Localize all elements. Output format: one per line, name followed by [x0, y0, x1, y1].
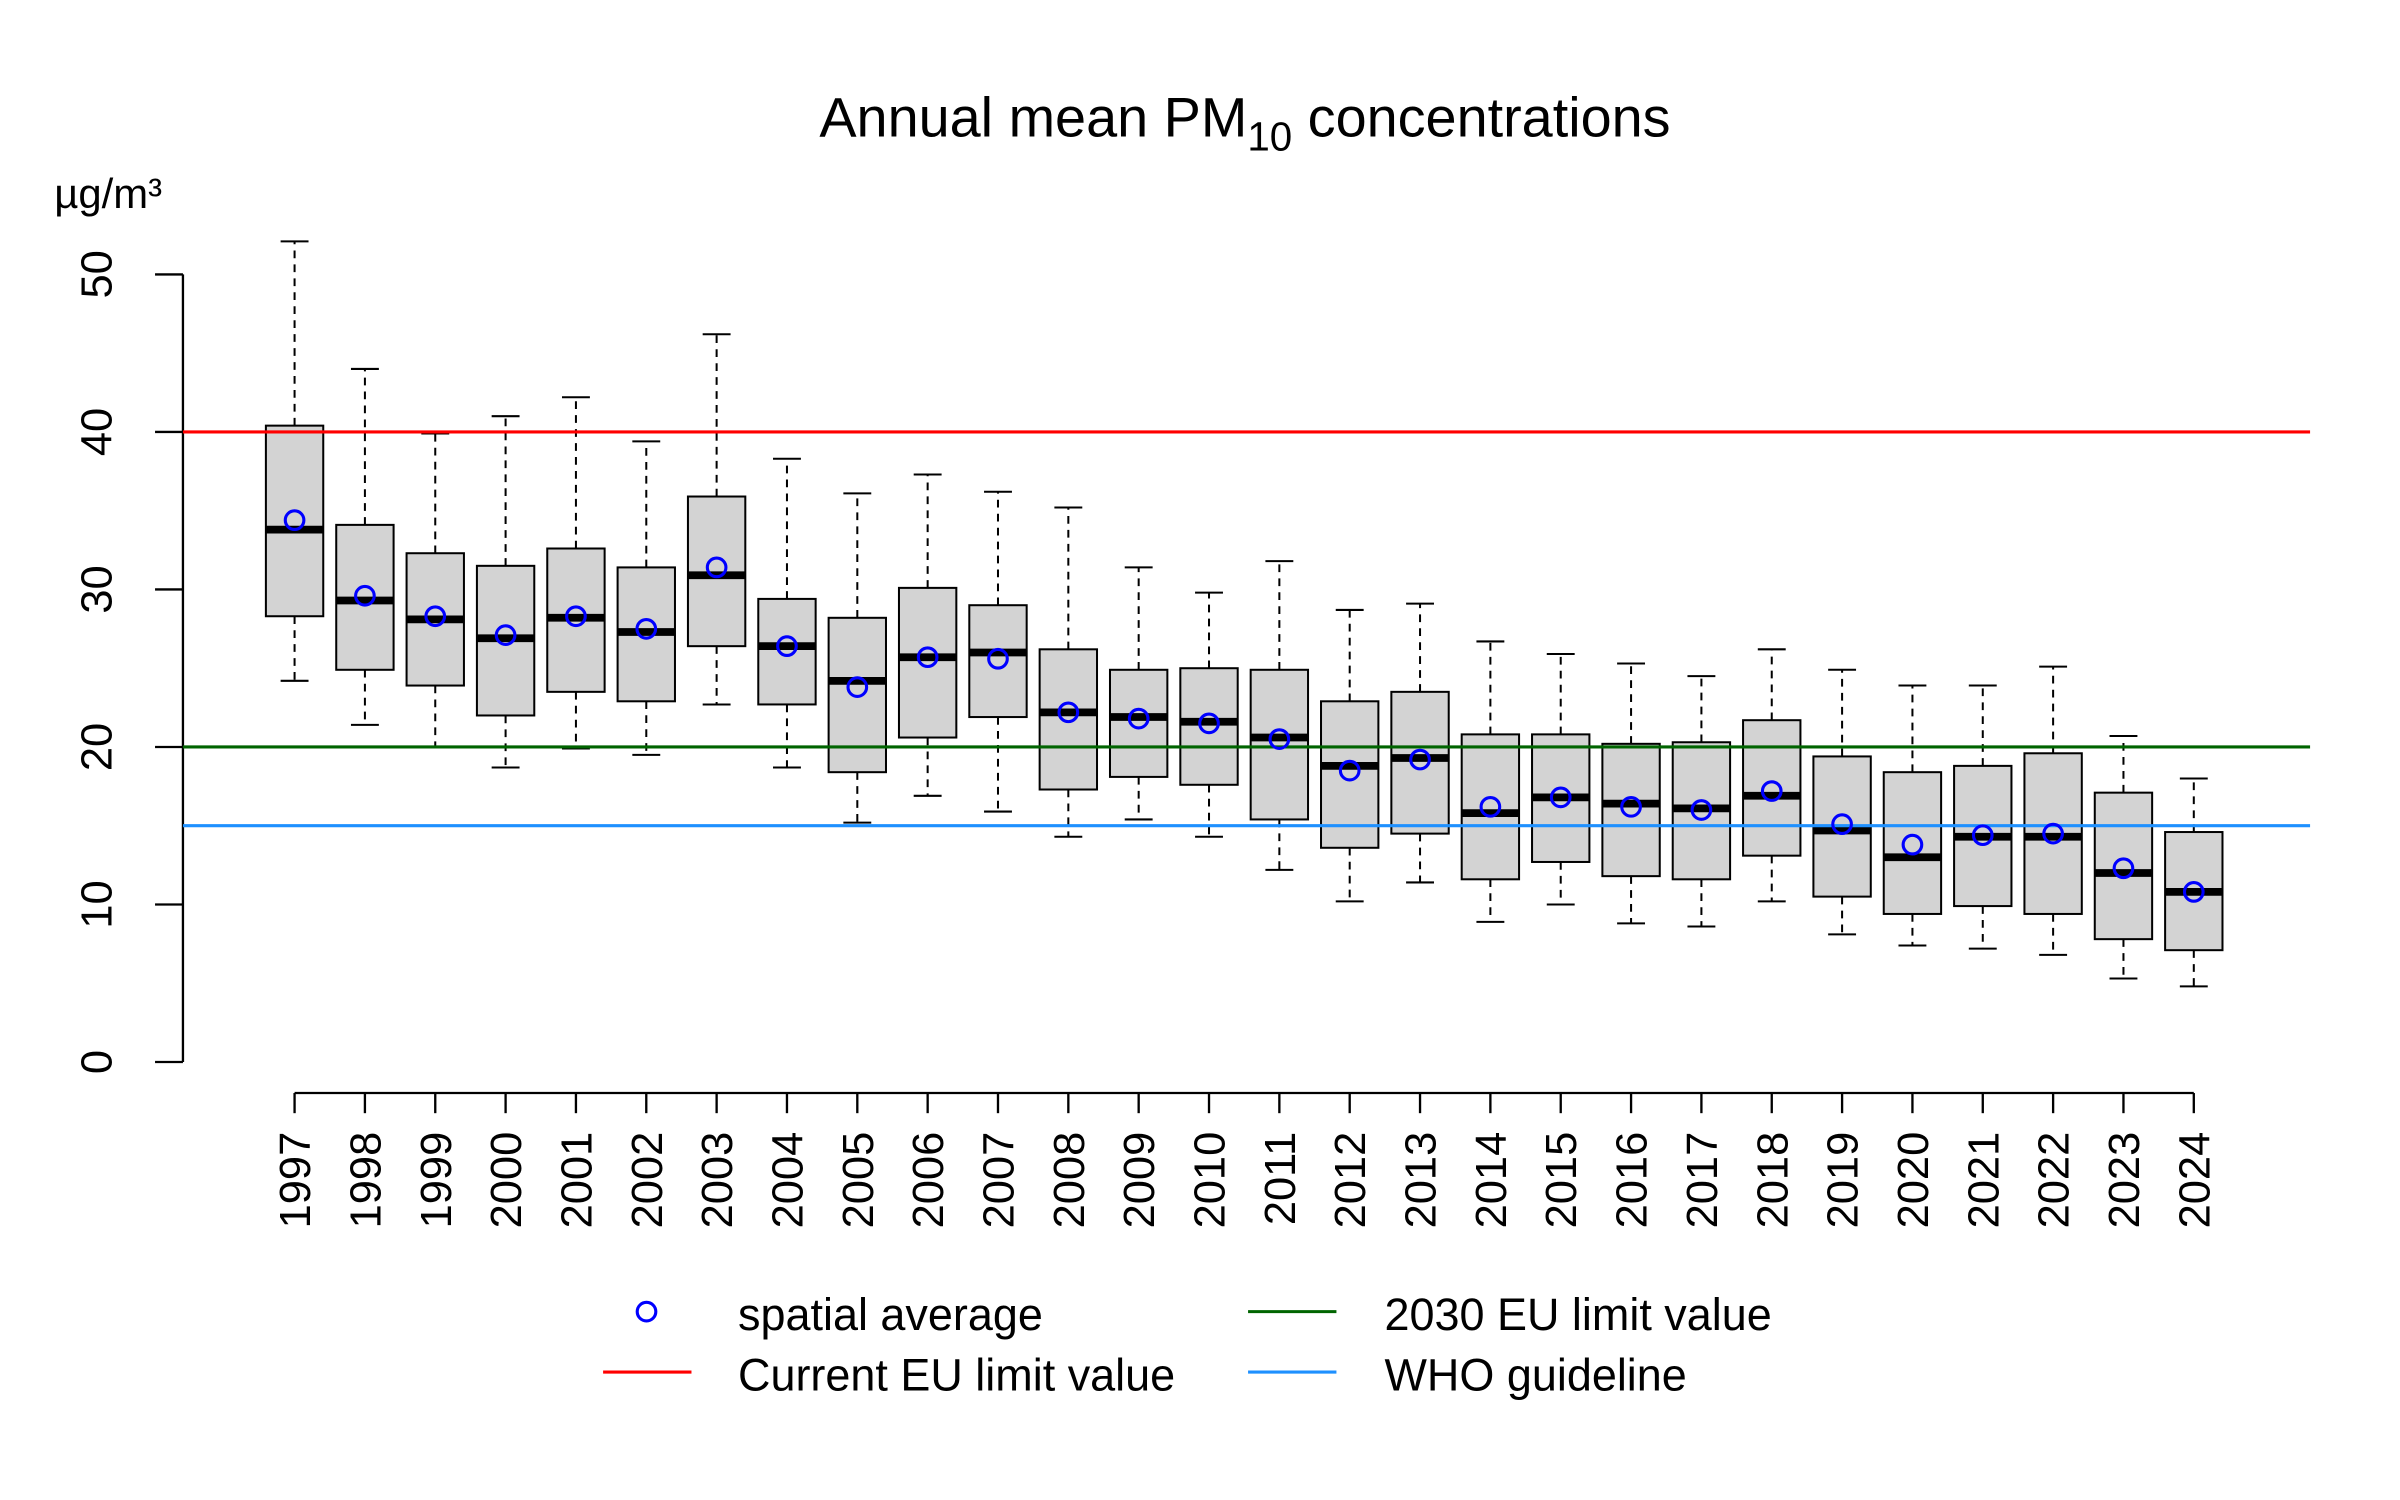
mean-marker — [2182, 881, 2205, 903]
mean-marker — [565, 605, 587, 628]
x-tick-label: 2002 — [624, 1132, 672, 1229]
x-tick-label: 2001 — [553, 1132, 601, 1229]
mean-marker — [916, 646, 939, 669]
mean-marker — [846, 676, 869, 698]
x-tick-label: 2003 — [694, 1132, 742, 1229]
mean-marker — [1057, 701, 1080, 724]
box — [1742, 719, 1802, 857]
x-tick-label: 2022 — [2031, 1132, 2079, 1229]
box — [686, 495, 747, 648]
mean-marker — [354, 584, 376, 607]
mean-marker — [1690, 799, 1713, 821]
chart-title: Annual mean PM10 concentrations — [819, 85, 1670, 159]
mean-marker — [1971, 824, 1994, 847]
y-axis-label: µg/m³ — [54, 170, 162, 217]
mean-marker — [2112, 857, 2135, 880]
mean-marker — [1338, 759, 1361, 782]
x-tick-label: 2014 — [1468, 1132, 1516, 1229]
x-tick-label: 2009 — [1116, 1132, 1164, 1229]
mean-marker — [705, 556, 728, 579]
x-tick-label: 2010 — [1187, 1132, 1235, 1229]
mean-marker — [1831, 813, 1853, 836]
x-tick-label: 2017 — [1679, 1132, 1727, 1229]
box — [757, 597, 817, 706]
x-tick-label: 2021 — [1960, 1132, 2008, 1229]
box — [1601, 742, 1661, 878]
y-tick-label: 50 — [74, 250, 122, 298]
mean-marker — [1409, 748, 1431, 771]
mean-marker — [2042, 822, 2064, 845]
x-tick-label: 2005 — [835, 1132, 883, 1229]
box — [1038, 648, 1099, 791]
box — [897, 586, 958, 739]
x-tick-label: 2008 — [1046, 1132, 1094, 1229]
y-tick-label: 40 — [74, 408, 122, 456]
box — [1390, 690, 1450, 835]
x-tick-label: 2024 — [2171, 1132, 2219, 1229]
x-tick-label: 2006 — [905, 1132, 953, 1229]
box — [1460, 733, 1521, 881]
box — [1320, 700, 1380, 849]
mean-marker — [1901, 833, 1924, 856]
y-tick-label: 10 — [74, 880, 122, 928]
mean-marker — [635, 617, 658, 640]
mean-marker — [1268, 728, 1291, 750]
y-tick-label: 0 — [74, 1050, 122, 1074]
title-part: concentrations — [1292, 85, 1670, 148]
mean-marker — [494, 624, 517, 646]
x-tick-label: 2020 — [1890, 1132, 1938, 1229]
mean-marker — [1549, 786, 1572, 809]
x-tick-label: 2019 — [1820, 1132, 1868, 1229]
box — [1249, 668, 1310, 821]
x-tick-label: 2012 — [1327, 1132, 1375, 1229]
box — [2093, 791, 2154, 941]
legend-label: Current EU limit value — [738, 1350, 1175, 1401]
y-tick-label: 30 — [74, 565, 122, 613]
mean-marker — [1127, 707, 1150, 730]
legend-label: spatial average — [738, 1289, 1043, 1340]
mean-marker — [283, 509, 306, 532]
title-part: 10 — [1247, 114, 1292, 159]
x-tick-label: 2013 — [1398, 1132, 1446, 1229]
x-tick-label: 2000 — [483, 1132, 531, 1229]
x-tick-label: 1997 — [272, 1132, 320, 1229]
title-part: Annual mean PM — [819, 85, 1247, 148]
legend-label: 2030 EU limit value — [1384, 1289, 1771, 1340]
box — [264, 424, 325, 618]
box — [1108, 668, 1169, 778]
x-tick-label: 2011 — [1257, 1132, 1305, 1225]
x-tick-label: 2018 — [1749, 1132, 1797, 1229]
mean-marker — [1198, 712, 1220, 735]
x-tick-label: 2016 — [1609, 1132, 1657, 1229]
y-tick-label: 20 — [74, 723, 122, 771]
x-tick-label: 1998 — [342, 1132, 390, 1229]
mean-marker — [1620, 795, 1642, 818]
mean-marker — [1760, 780, 1783, 802]
box — [968, 604, 1028, 719]
mean-marker — [776, 635, 798, 658]
legend-marker — [635, 1300, 658, 1323]
x-tick-label: 2015 — [1538, 1132, 1586, 1229]
x-tick-label: 2004 — [764, 1132, 812, 1229]
x-tick-label: 2007 — [975, 1132, 1023, 1229]
x-tick-label: 2023 — [2101, 1132, 2149, 1229]
mean-marker — [1479, 795, 1502, 818]
mean-marker — [987, 647, 1009, 670]
box — [1179, 667, 1239, 786]
x-tick-label: 1999 — [413, 1132, 461, 1229]
mean-marker — [424, 605, 447, 628]
box — [1882, 771, 1943, 915]
legend-label: WHO guideline — [1384, 1350, 1686, 1401]
